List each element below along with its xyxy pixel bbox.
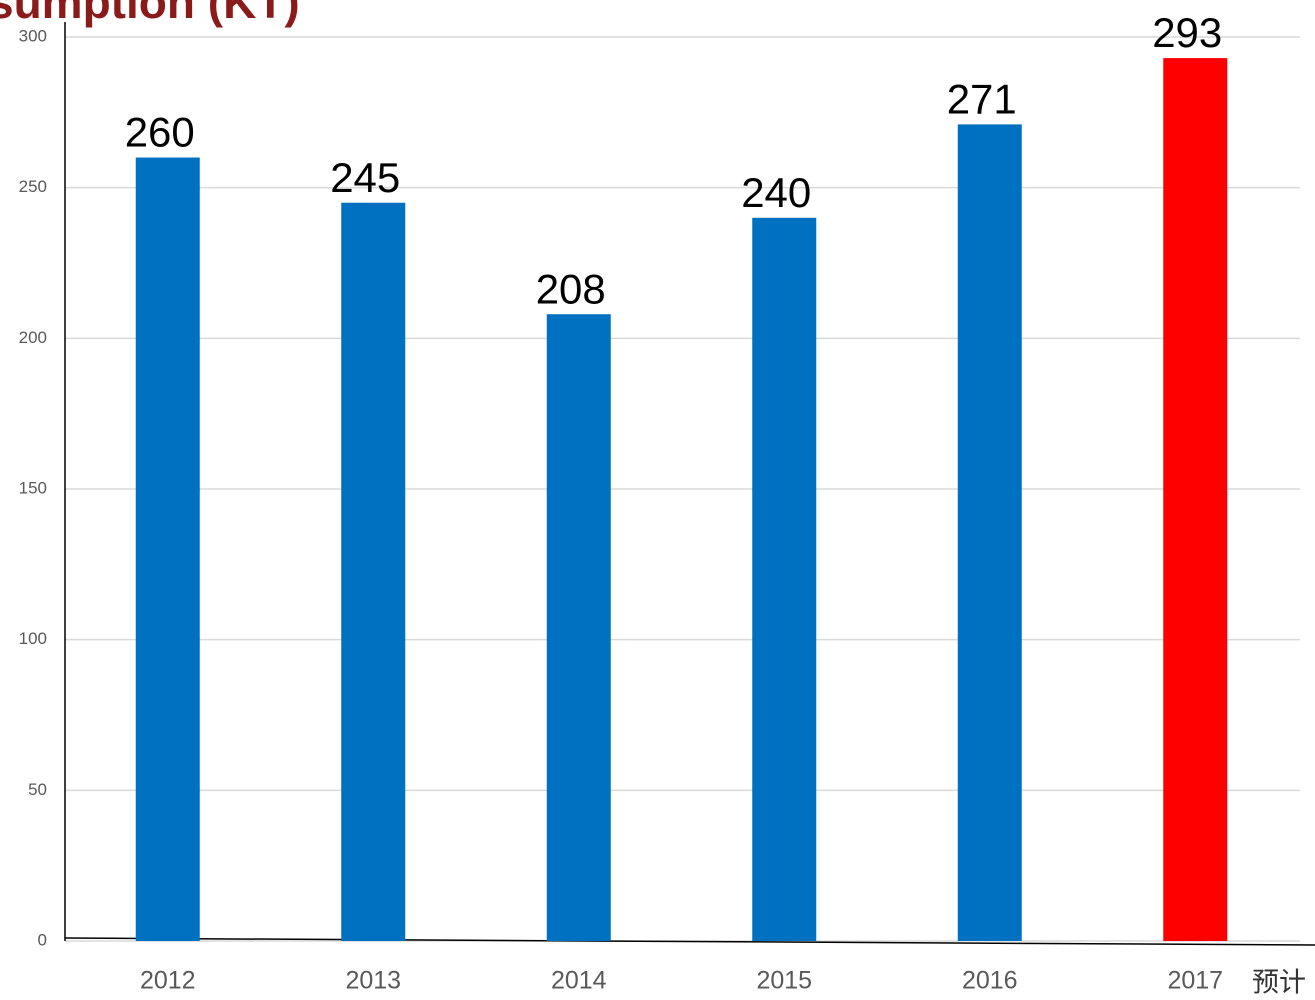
bar [752,217,817,942]
x-tick-label: 2012 [140,967,196,995]
bar [1163,58,1228,942]
y-tick-label: 0 [38,930,47,949]
y-tick-label: 50 [28,780,47,799]
data-label: 240 [741,169,811,216]
x-tick-label: 2013 [345,967,401,995]
y-tick-label: 250 [19,177,47,196]
x-tick-label: 2016 [962,967,1018,995]
data-label: 245 [330,154,400,201]
y-tick-label: 150 [19,478,47,497]
annotation: 预计 [1252,968,1306,999]
y-tick-label: 100 [19,629,47,648]
bar [341,202,406,941]
bar [957,124,1022,942]
data-label: 208 [536,265,606,312]
data-label: 271 [947,75,1017,122]
x-tick-label: 2017 [1167,967,1223,995]
data-label: 293 [1152,9,1222,56]
y-tick-label: 300 [19,26,47,45]
bar [546,314,611,941]
bar [135,157,200,942]
x-axis [64,937,1315,946]
y-tick-label: 200 [19,328,47,347]
x-tick-label: 2014 [551,967,607,995]
chart-title: sumption (KT) [0,0,300,28]
data-label: 260 [125,109,195,156]
x-tick-label: 2015 [756,967,812,995]
